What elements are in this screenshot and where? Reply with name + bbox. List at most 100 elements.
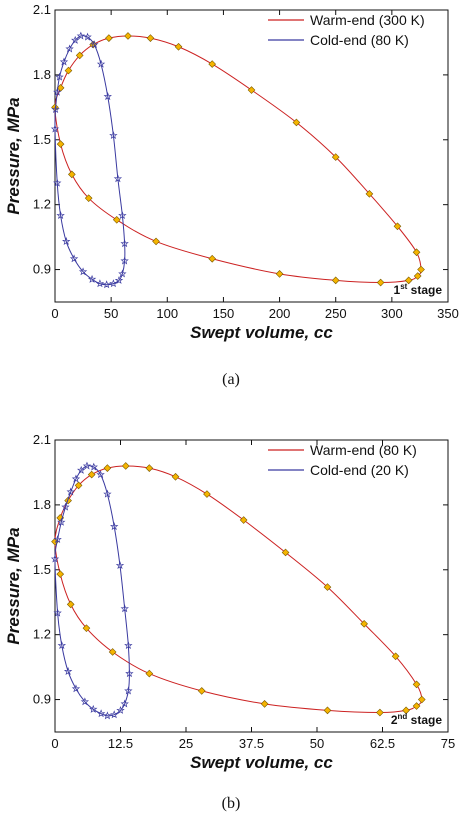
stage-word: stage — [407, 283, 442, 297]
x-tick-label: 0 — [51, 736, 58, 751]
data-point-star — [96, 59, 106, 68]
x-tick-label: 50 — [310, 736, 324, 751]
stage-word: stage — [407, 713, 442, 727]
data-point-diamond — [124, 32, 132, 40]
x-tick-label: 300 — [381, 306, 403, 321]
data-point-diamond — [360, 620, 368, 628]
series-cold-end — [50, 31, 129, 289]
data-point-diamond — [64, 66, 73, 75]
panel-caption: (a) — [222, 371, 240, 388]
data-point-diamond — [402, 706, 410, 715]
series-line — [54, 35, 126, 286]
data-point-diamond — [174, 42, 183, 51]
data-point-diamond — [247, 86, 256, 94]
chart-panel-2: 0 12.5 25 37.5 50 62.5 75 0.9 1.2 1.5 1.8 2.1 Swept … — [4, 432, 455, 772]
data-point-star — [120, 699, 129, 708]
data-point-diamond — [82, 624, 91, 633]
data-point-star — [53, 535, 62, 544]
data-point-star — [87, 274, 97, 283]
data-point-star — [102, 280, 111, 289]
data-point-star — [50, 124, 60, 133]
data-point-diamond — [331, 276, 340, 285]
data-point-star — [83, 32, 92, 41]
data-point-star — [71, 684, 81, 693]
data-point-diamond — [275, 270, 284, 278]
panel-caption: (b) — [222, 795, 241, 812]
stage-ordinal-suffix: nd — [398, 712, 408, 721]
data-point-star — [96, 709, 106, 718]
legend-label: Warm-end (300 K) — [310, 12, 425, 28]
data-point-star — [80, 697, 90, 706]
data-point-diamond — [376, 278, 385, 287]
x-tick-label: 200 — [269, 306, 291, 321]
x-tick-label: 150 — [213, 306, 235, 321]
data-point-star — [57, 641, 67, 650]
x-tick-label: 75 — [441, 736, 455, 751]
stage-ordinal-suffix: st — [400, 282, 407, 291]
series-line — [54, 465, 130, 717]
data-point-star — [124, 641, 133, 650]
data-point-diamond — [103, 464, 112, 472]
data-point-diamond — [108, 648, 117, 656]
data-point-diamond — [208, 254, 217, 263]
data-point-diamond — [412, 680, 421, 689]
legend-label: Warm-end (80 K) — [310, 442, 417, 458]
stage-annotation: 2nd stage — [391, 712, 442, 727]
data-point-star — [55, 72, 64, 81]
x-tick-label: 25 — [179, 736, 193, 751]
data-point-diamond — [112, 215, 121, 224]
data-point-diamond — [412, 248, 421, 257]
data-point-diamond — [239, 516, 248, 524]
x-tick-label: 50 — [104, 306, 118, 321]
data-point-diamond — [323, 706, 332, 715]
data-point-star — [59, 57, 69, 66]
data-point-diamond — [146, 34, 155, 42]
data-point-diamond — [281, 548, 290, 557]
x-tick-label: 37.5 — [239, 736, 264, 751]
data-point-diamond — [74, 481, 83, 490]
data-point-star — [71, 474, 81, 483]
data-point-diamond — [292, 118, 301, 127]
data-point-diamond — [376, 708, 384, 717]
data-point-diamond — [393, 222, 402, 231]
data-point-diamond — [208, 60, 217, 68]
data-point-diamond — [105, 34, 113, 42]
plot-frame — [54, 9, 449, 303]
data-point-star — [115, 561, 125, 570]
series-cold-end — [50, 461, 134, 720]
y-axis-label: Pressure, MPa — [4, 97, 23, 214]
data-point-star — [109, 279, 118, 288]
data-point-star — [65, 44, 74, 53]
data-point-diamond — [260, 700, 269, 708]
data-point-diamond — [68, 170, 76, 179]
data-point-star — [90, 40, 99, 49]
data-point-star — [109, 131, 118, 140]
x-tick-label: 0 — [51, 306, 58, 321]
data-point-star — [110, 710, 119, 719]
data-point-star — [82, 461, 92, 470]
data-point-star — [66, 487, 75, 496]
data-point-diamond — [87, 470, 96, 479]
data-point-star — [77, 465, 86, 474]
data-point-diamond — [75, 51, 84, 60]
y-axis-label: Pressure, MPa — [4, 527, 23, 644]
y-tick-label: 0.9 — [33, 262, 51, 277]
x-tick-label: 100 — [156, 306, 178, 321]
data-point-star — [125, 669, 134, 678]
data-point-star — [62, 237, 71, 245]
data-point-diamond — [145, 669, 154, 678]
series-warm-end — [51, 32, 425, 287]
data-point-diamond — [417, 265, 425, 274]
data-point-diamond — [145, 464, 154, 472]
y-tick-label: 2.1 — [33, 2, 51, 17]
data-point-star — [113, 174, 123, 183]
data-point-diamond — [323, 583, 332, 591]
y-tick-label: 1.2 — [33, 197, 51, 212]
data-point-star — [53, 608, 62, 617]
data-point-star — [110, 522, 119, 531]
data-point-diamond — [121, 462, 130, 470]
data-point-diamond — [412, 702, 421, 710]
data-point-diamond — [203, 490, 211, 498]
data-point-star — [120, 256, 129, 265]
